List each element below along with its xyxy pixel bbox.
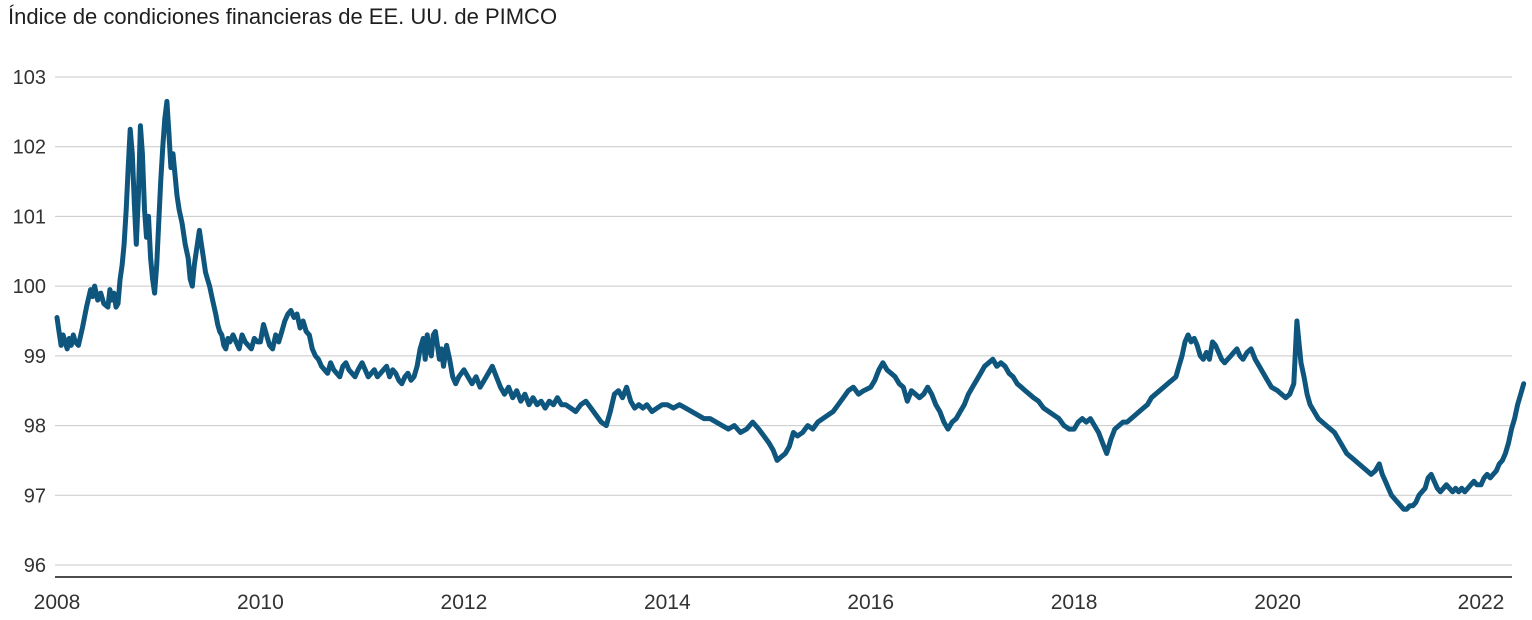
y-axis-tick-label: 102 [13,137,46,159]
x-axis-tick-label: 2010 [237,591,284,614]
y-axis-tick-label: 100 [13,276,46,298]
x-axis-tick-label: 2008 [34,591,81,614]
y-axis-tick-label: 101 [13,206,46,228]
x-axis-tick-label: 2014 [644,591,691,614]
x-axis-tick-label: 2012 [441,591,488,614]
y-axis-tick-label: 97 [24,485,46,507]
x-axis-tick-label: 2018 [1051,591,1098,614]
x-axis-tick-label: 2022 [1458,591,1505,614]
x-axis-tick-label: 2016 [847,591,894,614]
chart-title: Índice de condiciones financieras de EE.… [8,4,558,29]
y-axis-tick-label: 96 [24,555,46,577]
y-axis-tick-label: 103 [13,67,46,89]
y-axis-tick-label: 98 [24,416,46,438]
x-axis-tick-label: 2020 [1254,591,1301,614]
index-line-series [54,98,1527,512]
y-axis-tick-label: 99 [24,346,46,368]
